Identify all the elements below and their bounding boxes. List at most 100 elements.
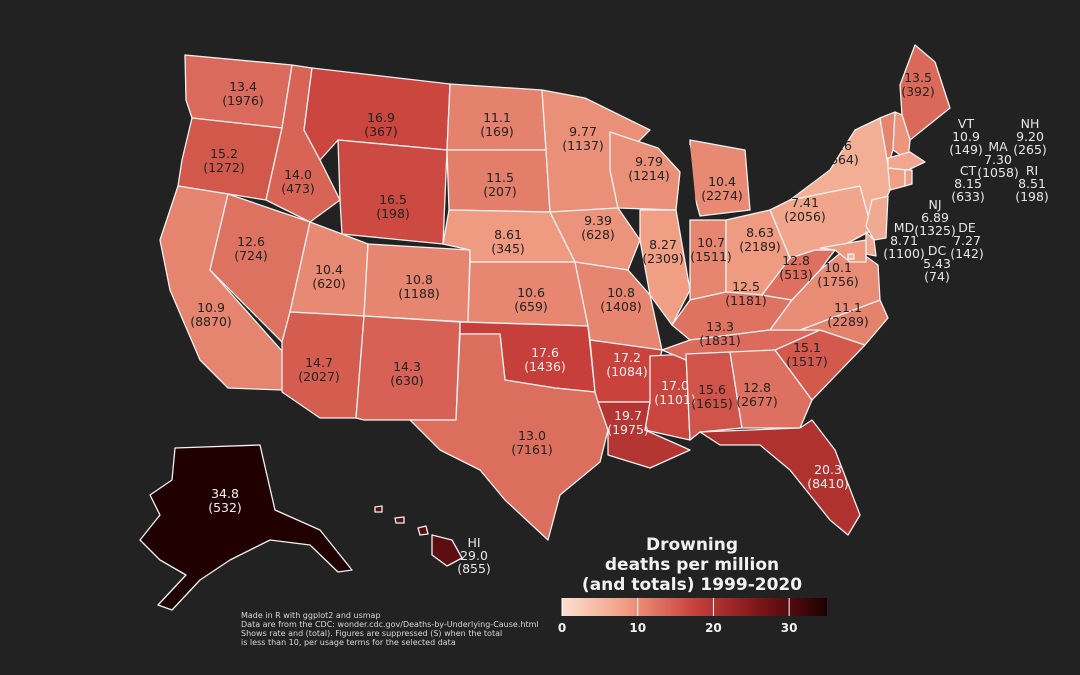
- label-IN: 10.7 (1511): [690, 235, 732, 264]
- note-line-3: Shows rate and (total). Figures are supp…: [241, 629, 502, 638]
- state-HI: [431, 534, 463, 567]
- svg-text:10.9(8870): 10.9 (8870): [190, 300, 232, 329]
- label-NC: 11.1 (2289): [827, 300, 869, 329]
- title-line-3: (and totals) 1999-2020: [582, 575, 802, 595]
- outside-labels: VT 10.9 (149) NH 9.20 (265) MA 7.30 (1058) CT 8…: [457, 116, 1049, 576]
- outside-label-VT: VT 10.9 (149): [949, 116, 983, 157]
- title-line-2: deaths per million: [605, 555, 779, 575]
- label-NM: 14.3 (630): [390, 359, 424, 388]
- svg-text:12.6(724): 12.6 (724): [234, 234, 268, 263]
- state-shapes: [139, 44, 951, 611]
- legend-ticks: 0 10 20 30: [558, 598, 798, 635]
- label-MI: 10.4 (2274): [701, 174, 743, 203]
- svg-text:8.61(345): 8.61 (345): [491, 227, 525, 256]
- label-AZ: 14.7 (2027): [298, 355, 340, 384]
- state-NJ: [865, 195, 889, 241]
- state-HI-oahu: [394, 516, 405, 524]
- svg-text:10.1(1756): 10.1 (1756): [817, 260, 859, 289]
- label-GA: 12.8 (2677): [736, 380, 778, 409]
- label-AL: 15.6 (1615): [691, 382, 733, 411]
- svg-text:9.39(628): 9.39 (628): [581, 213, 615, 242]
- legend-colorbar: 0 10 20 30: [558, 598, 827, 635]
- legend-tick-label: 30: [781, 621, 798, 635]
- label-OR: 15.2 (1272): [203, 146, 245, 175]
- outside-label-RI: RI 8.51 (198): [1015, 163, 1049, 204]
- label-MN: 9.77 (1137): [562, 124, 604, 153]
- svg-text:10.8(1188): 10.8 (1188): [398, 272, 440, 301]
- svg-text:11.5(207): 11.5 (207): [483, 170, 517, 199]
- svg-text:11.1(2289): 11.1 (2289): [827, 300, 869, 329]
- label-SC: 15.1 (1517): [786, 340, 828, 369]
- svg-text:13.3(1831): 13.3 (1831): [699, 319, 741, 348]
- label-MT: 16.9 (367): [364, 110, 398, 139]
- note-line-1: Made in R with ggplot2 and usmap: [241, 611, 381, 620]
- label-TN: 13.3 (1831): [699, 319, 741, 348]
- svg-text:15.1(1517): 15.1 (1517): [786, 340, 828, 369]
- svg-text:14.0(473): 14.0 (473): [281, 167, 315, 196]
- svg-text:14.7(2027): 14.7 (2027): [298, 355, 340, 384]
- legend-tick-label: 20: [705, 621, 722, 635]
- label-AR: 17.2 (1084): [606, 350, 648, 379]
- outside-label-CT: CT 8.15 (633): [951, 163, 985, 204]
- svg-text:10.8(1408): 10.8 (1408): [600, 285, 642, 314]
- state-IA: [549, 207, 641, 271]
- outside-label-MD: MD 8.71 (1100): [883, 220, 925, 261]
- label-OK: 17.6 (1436): [524, 345, 566, 374]
- label-KS: 10.6 (659): [514, 285, 548, 314]
- svg-text:DC5.43(74): DC 5.43 (74): [923, 243, 951, 284]
- svg-text:16.5(198): 16.5 (198): [376, 192, 410, 221]
- state-MA: [887, 151, 926, 171]
- svg-text:8.27(2309): 8.27 (2309): [642, 237, 684, 266]
- label-OH: 8.63 (2189): [739, 225, 781, 254]
- svg-text:MA7.30(1058): MA 7.30 (1058): [977, 139, 1019, 180]
- svg-text:14.3(630): 14.3 (630): [390, 359, 424, 388]
- state-HI-maui: [417, 525, 429, 536]
- label-VA: 10.1 (1756): [817, 260, 859, 289]
- state-DC: [847, 253, 855, 260]
- label-ID: 14.0 (473): [281, 167, 315, 196]
- state-RI: [904, 169, 913, 187]
- svg-text:12.5(1181): 12.5 (1181): [725, 279, 767, 308]
- state-WY: [337, 139, 448, 245]
- svg-text:NJ6.89(1325): NJ 6.89 (1325): [914, 197, 956, 238]
- label-FL: 20.3 (8410): [807, 462, 849, 491]
- state-FL: [699, 419, 861, 536]
- title-line-1: Drowning: [646, 535, 738, 555]
- note-line-4: is less than 10, per usage terms for the…: [241, 638, 456, 647]
- svg-text:19.7(1975): 19.7 (1975): [607, 408, 649, 437]
- svg-text:13.5(392): 13.5 (392): [901, 70, 935, 99]
- label-NY: 6.26 (2664): [817, 138, 859, 167]
- label-AK: 34.8 (532): [208, 486, 242, 515]
- svg-text:10.4(2274): 10.4 (2274): [701, 174, 743, 203]
- svg-text:DE7.27(142): DE 7.27 (142): [950, 220, 984, 261]
- label-CA: 10.9 (8870): [190, 300, 232, 329]
- svg-text:13.0(7161): 13.0 (7161): [511, 428, 553, 457]
- label-WA: 13.4 (1976): [222, 79, 264, 108]
- label-IA: 9.39 (628): [581, 213, 615, 242]
- outside-label-HI: HI 29.0 (855): [457, 535, 491, 576]
- svg-text:6.26(2664): 6.26 (2664): [817, 138, 859, 167]
- legend-gradient: [562, 598, 827, 616]
- label-TX: 13.0 (7161): [511, 428, 553, 457]
- lake-michigan: [678, 145, 696, 215]
- svg-text:12.8(513): 12.8 (513): [779, 253, 813, 282]
- svg-text:17.0(1101): 17.0 (1101): [654, 378, 696, 407]
- svg-text:10.6(659): 10.6 (659): [514, 285, 548, 314]
- label-CO: 10.8 (1188): [398, 272, 440, 301]
- label-WY: 16.5 (198): [376, 192, 410, 221]
- label-ND: 11.1 (169): [480, 110, 514, 139]
- source-notes: Made in R with ggplot2 and usmap Data ar…: [241, 611, 539, 647]
- note-line-2: Data are from the CDC: wonder.cdc.gov/De…: [241, 620, 539, 629]
- state-TX: [409, 333, 609, 541]
- outside-label-NH: NH 9.20 (265): [1013, 116, 1047, 157]
- map-title: Drowning deaths per million (and totals)…: [582, 535, 802, 595]
- svg-text:7.41(2056): 7.41 (2056): [784, 195, 826, 224]
- svg-text:17.6(1436): 17.6 (1436): [524, 345, 566, 374]
- label-WI: 9.79 (1214): [628, 154, 670, 183]
- state-NH: [892, 111, 911, 161]
- label-SD: 11.5 (207): [483, 170, 517, 199]
- svg-text:8.63(2189): 8.63 (2189): [739, 225, 781, 254]
